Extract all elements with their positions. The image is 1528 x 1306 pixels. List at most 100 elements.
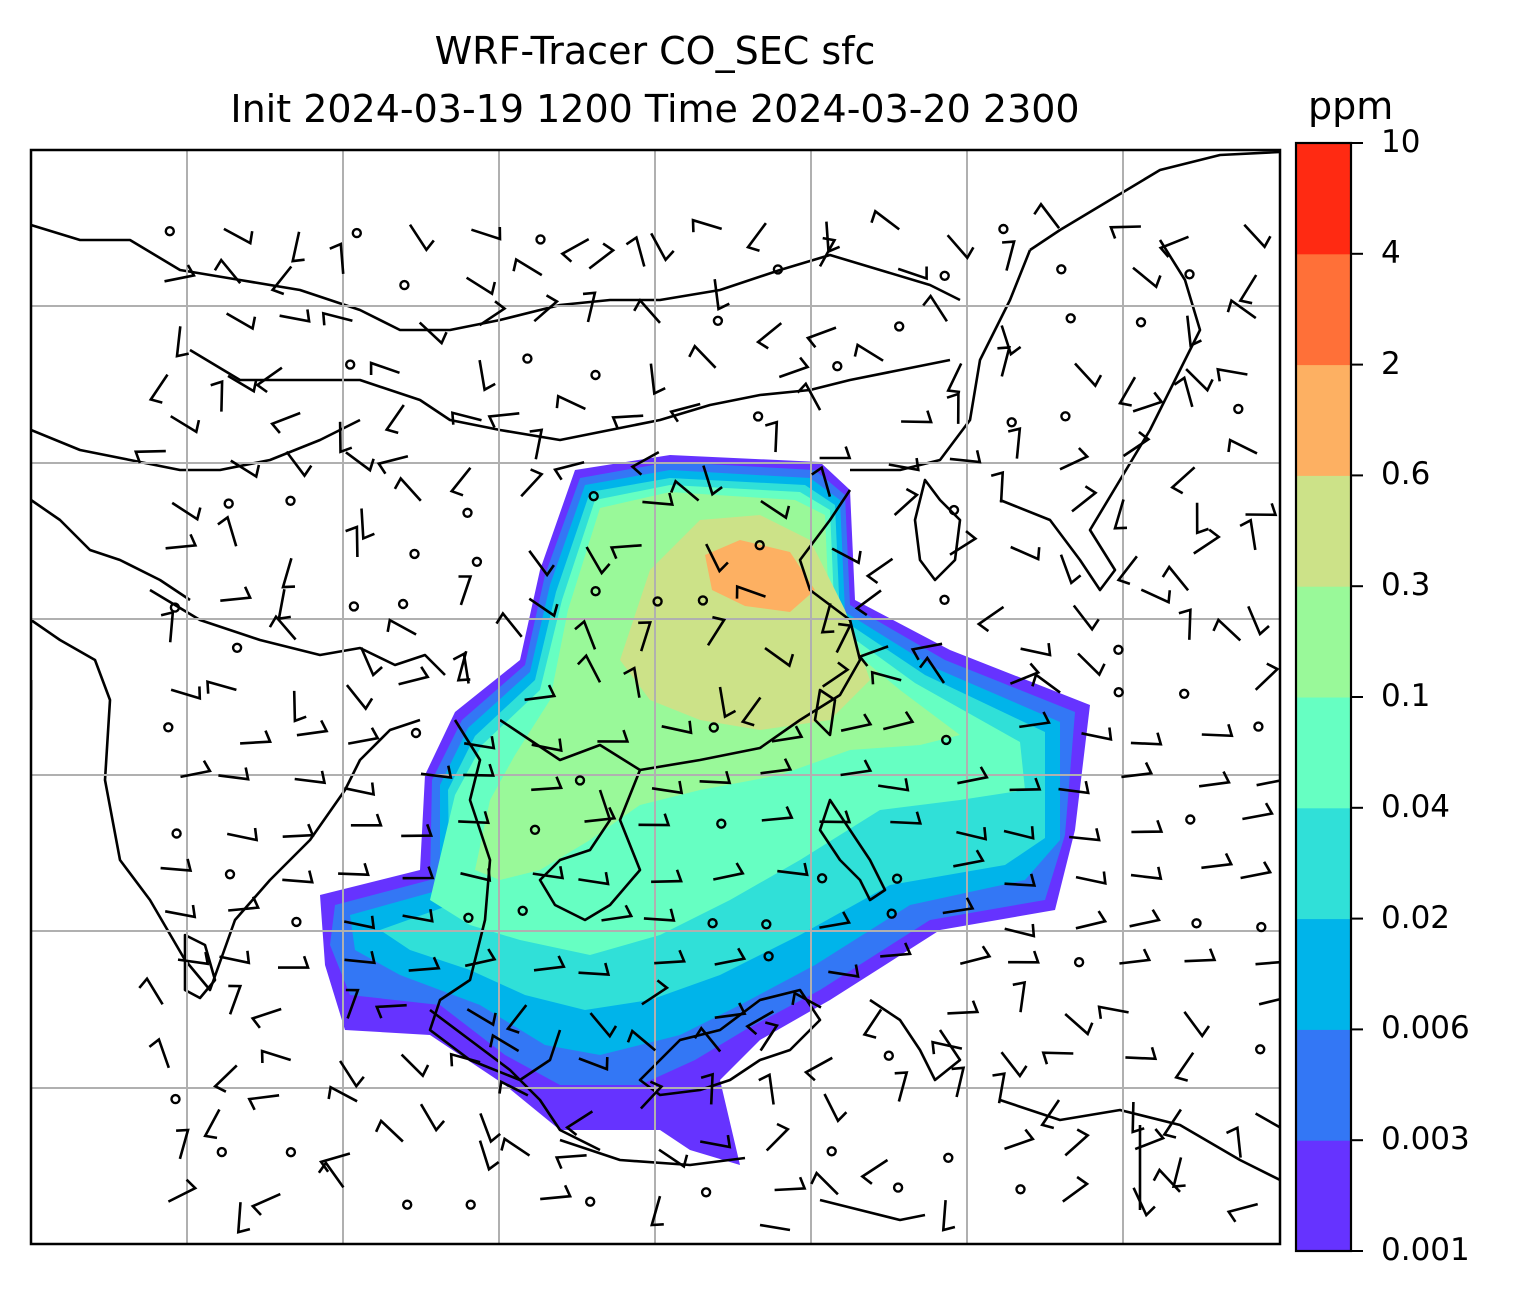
calm-wind-circle xyxy=(351,227,362,239)
calm-wind-circle xyxy=(772,264,784,275)
wind-barb xyxy=(658,1148,689,1169)
wind-barb xyxy=(643,908,676,922)
wind-barb xyxy=(1075,910,1108,930)
calm-wind-circle xyxy=(1113,687,1124,698)
calm-wind-circle xyxy=(535,234,546,245)
wind-barb xyxy=(1258,997,1280,1006)
wind-barb xyxy=(402,866,435,880)
wind-barb xyxy=(533,955,566,972)
calm-wind-circle xyxy=(652,596,663,607)
wind-barb xyxy=(764,647,795,668)
calm-wind-circle xyxy=(163,722,174,733)
wind-barb xyxy=(478,1140,500,1172)
russia-coastline xyxy=(1029,150,1280,252)
wind-barb xyxy=(609,544,642,560)
calm-wind-circle xyxy=(345,359,356,370)
calm-wind-circle xyxy=(941,734,952,746)
wind-barb xyxy=(1129,909,1161,928)
wind-barb xyxy=(219,950,251,965)
wind-barb xyxy=(1183,1011,1211,1039)
field-band-7 xyxy=(705,540,815,612)
wind-barb xyxy=(823,1093,848,1124)
calm-wind-circle xyxy=(585,1196,596,1207)
wind-barb xyxy=(292,690,307,723)
wind-barb xyxy=(860,1158,889,1185)
wind-barb xyxy=(745,222,767,253)
wind-barb xyxy=(840,759,873,777)
wind-barb xyxy=(402,909,434,923)
wind-barb xyxy=(345,451,375,473)
wind-barb xyxy=(1212,617,1242,642)
wind-barb xyxy=(400,1053,430,1078)
wind-barb xyxy=(578,1057,609,1071)
wind-barb xyxy=(862,1008,883,1039)
wind-barb xyxy=(803,1056,833,1082)
wind-barb xyxy=(625,235,646,267)
calm-wind-circle xyxy=(1178,688,1190,699)
wind-barb xyxy=(360,508,375,541)
wind-barb xyxy=(1031,672,1061,694)
wind-barb xyxy=(344,782,376,797)
wind-barb xyxy=(910,642,943,661)
south-asia-border xyxy=(31,498,191,602)
calm-wind-circle xyxy=(891,873,903,884)
wind-barb xyxy=(464,948,497,968)
wind-barb xyxy=(345,525,359,558)
calm-wind-circle xyxy=(816,873,828,884)
wind-barb xyxy=(285,450,313,478)
wind-barb xyxy=(520,468,544,498)
calm-wind-circle xyxy=(397,598,409,610)
wind-barb xyxy=(270,265,293,296)
calm-wind-circle xyxy=(1191,918,1202,929)
wind-barb xyxy=(578,871,610,886)
calm-wind-circle xyxy=(291,916,302,928)
mongolia-border xyxy=(189,348,951,442)
wind-barb xyxy=(1130,732,1163,746)
colorbar-segment xyxy=(1296,586,1351,698)
wind-barb xyxy=(564,1110,594,1137)
wind-barb xyxy=(1247,605,1270,637)
wind-barb xyxy=(500,1136,531,1157)
wind-barb xyxy=(1254,662,1280,691)
wind-barb xyxy=(398,666,430,686)
wind-barb xyxy=(466,1008,497,1027)
wind-barb xyxy=(1012,980,1027,1013)
wind-barb xyxy=(345,988,360,1019)
wind-barb xyxy=(1008,950,1040,964)
wind-barb xyxy=(764,420,779,453)
wind-barb xyxy=(470,226,502,241)
wind-barb xyxy=(553,461,585,481)
indochina-coastline xyxy=(428,719,562,1082)
wind-barb xyxy=(578,962,611,977)
calm-wind-circle xyxy=(231,642,243,653)
wind-barb xyxy=(1040,1099,1061,1130)
calm-wind-circle xyxy=(886,908,897,919)
calm-wind-circle xyxy=(223,498,234,509)
calm-wind-circle xyxy=(402,1199,413,1210)
wind-barb xyxy=(1113,499,1128,530)
wind-barb xyxy=(745,1010,775,1036)
wind-barb xyxy=(270,411,301,434)
wind-barb xyxy=(821,661,850,688)
wind-barb xyxy=(203,1108,221,1140)
wind-barb xyxy=(740,696,762,727)
wind-barb xyxy=(1059,447,1090,471)
wind-barb xyxy=(1010,545,1041,562)
wind-barb xyxy=(531,776,563,792)
wind-barb xyxy=(623,666,641,698)
wind-barb xyxy=(865,557,894,585)
wind-barb xyxy=(1243,223,1272,250)
wind-barb xyxy=(880,942,912,958)
calm-wind-circle xyxy=(1015,1184,1026,1195)
wind-barb xyxy=(449,466,472,497)
wind-barb xyxy=(854,589,882,617)
wind-barb xyxy=(1007,427,1022,459)
wind-barb xyxy=(956,826,988,841)
wind-barb xyxy=(651,869,683,884)
calm-wind-circle xyxy=(588,491,599,502)
wind-barb xyxy=(217,515,238,547)
wind-barb xyxy=(1002,240,1016,271)
wind-barb xyxy=(1009,777,1042,792)
calm-wind-circle xyxy=(1073,957,1085,968)
wind-barb xyxy=(236,1202,251,1234)
